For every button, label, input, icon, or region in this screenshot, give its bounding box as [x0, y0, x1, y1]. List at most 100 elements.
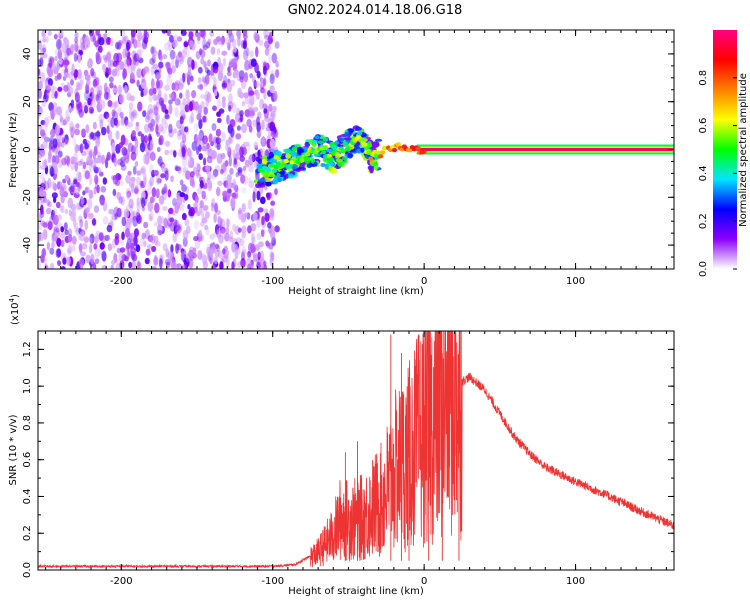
noise-blob — [254, 254, 258, 263]
signal-blob — [360, 147, 365, 153]
noise-blob — [114, 100, 119, 109]
noise-blob — [221, 96, 226, 103]
noise-blob — [216, 153, 223, 165]
noise-blob — [252, 106, 259, 112]
noise-blob — [226, 114, 230, 125]
noise-blob — [221, 50, 228, 56]
noise-blob — [79, 79, 83, 86]
signal-blob — [366, 140, 372, 148]
spectrogram-y-tick-label: 40 — [22, 48, 33, 61]
noise-blob — [197, 76, 202, 84]
noise-blob — [52, 207, 57, 217]
noise-blob — [219, 218, 226, 230]
noise-blob — [42, 140, 48, 149]
noise-blob — [126, 193, 131, 200]
noise-blob — [248, 163, 254, 173]
signal-blob — [275, 150, 282, 157]
noise-blob — [173, 34, 178, 44]
noise-blob — [227, 30, 233, 38]
noise-blob — [242, 30, 248, 37]
noise-blob — [199, 180, 204, 189]
noise-blob — [82, 190, 86, 196]
noise-blob — [71, 235, 77, 245]
noise-blob — [202, 254, 208, 265]
noise-blob — [265, 240, 270, 247]
noise-blob — [250, 155, 255, 162]
noise-blob — [181, 49, 187, 59]
noise-blob — [215, 186, 221, 197]
noise-blob — [250, 58, 257, 67]
signal-blob — [342, 156, 348, 161]
noise-blob — [126, 56, 132, 67]
noise-blob — [205, 211, 210, 219]
signal-core-blob — [279, 164, 285, 169]
noise-blob — [151, 54, 156, 64]
noise-blob — [60, 68, 66, 75]
noise-blob — [57, 86, 63, 92]
noise-blob — [251, 76, 256, 84]
signal-core-blob — [421, 149, 427, 154]
noise-blob — [88, 237, 93, 243]
noise-blob — [257, 207, 264, 213]
signal-core-blob — [368, 156, 374, 162]
noise-blob — [79, 143, 84, 154]
noise-blob — [47, 55, 54, 66]
noise-blob — [226, 71, 232, 77]
noise-blob — [78, 215, 83, 223]
noise-blob — [136, 68, 142, 79]
noise-blob — [136, 79, 140, 88]
spectrogram-x-tick-label: -200 — [110, 276, 133, 287]
noise-blob — [263, 30, 269, 38]
noise-blob — [51, 192, 58, 199]
noise-blob — [219, 226, 226, 234]
noise-blob — [267, 130, 272, 140]
noise-blob — [84, 207, 90, 214]
noise-blob — [114, 232, 120, 240]
noise-blob — [145, 248, 151, 256]
noise-blob — [164, 114, 170, 120]
noise-blob — [211, 150, 218, 160]
noise-blob — [169, 49, 176, 60]
noise-blob — [91, 218, 97, 226]
noise-blob — [38, 179, 42, 188]
noise-blob — [256, 116, 260, 126]
colorbar-ticks: 0.0 0.2 0.4 0.6 0.8 — [698, 70, 737, 277]
noise-blob — [214, 250, 220, 258]
noise-blob — [88, 174, 93, 186]
noise-blob — [42, 94, 49, 103]
noise-blob — [255, 46, 259, 58]
noise-blob — [168, 104, 173, 115]
noise-blob — [63, 72, 70, 79]
noise-blob — [42, 229, 48, 240]
noise-blob — [79, 263, 84, 269]
noise-blob — [83, 101, 89, 111]
noise-blob — [119, 180, 124, 187]
signal-core-blob — [340, 148, 346, 154]
noise-blob — [274, 225, 280, 233]
noise-blob — [41, 30, 46, 38]
noise-blob — [180, 250, 185, 261]
noise-blob — [124, 227, 131, 238]
noise-blob — [89, 148, 93, 158]
noise-blob — [152, 63, 159, 70]
noise-blob — [43, 180, 50, 191]
noise-blob — [217, 180, 223, 186]
signal-blob — [372, 161, 379, 166]
noise-blob — [216, 142, 221, 151]
snr-x-tick-label: -100 — [261, 576, 284, 587]
noise-blob — [231, 38, 237, 48]
spectrogram-x-axis-label: Height of straight line (km) — [288, 286, 424, 297]
noise-blob — [124, 58, 131, 70]
noise-blob — [55, 38, 62, 50]
noise-blob — [226, 82, 233, 93]
noise-blob — [241, 225, 247, 234]
noise-blob — [105, 72, 109, 79]
noise-blob — [203, 139, 208, 151]
noise-blob — [197, 84, 204, 90]
noise-blob — [271, 52, 278, 64]
noise-blob — [235, 151, 240, 160]
noise-blob — [149, 196, 155, 204]
noise-blob — [40, 44, 47, 55]
noise-blob — [188, 115, 194, 125]
noise-blob — [132, 54, 137, 66]
